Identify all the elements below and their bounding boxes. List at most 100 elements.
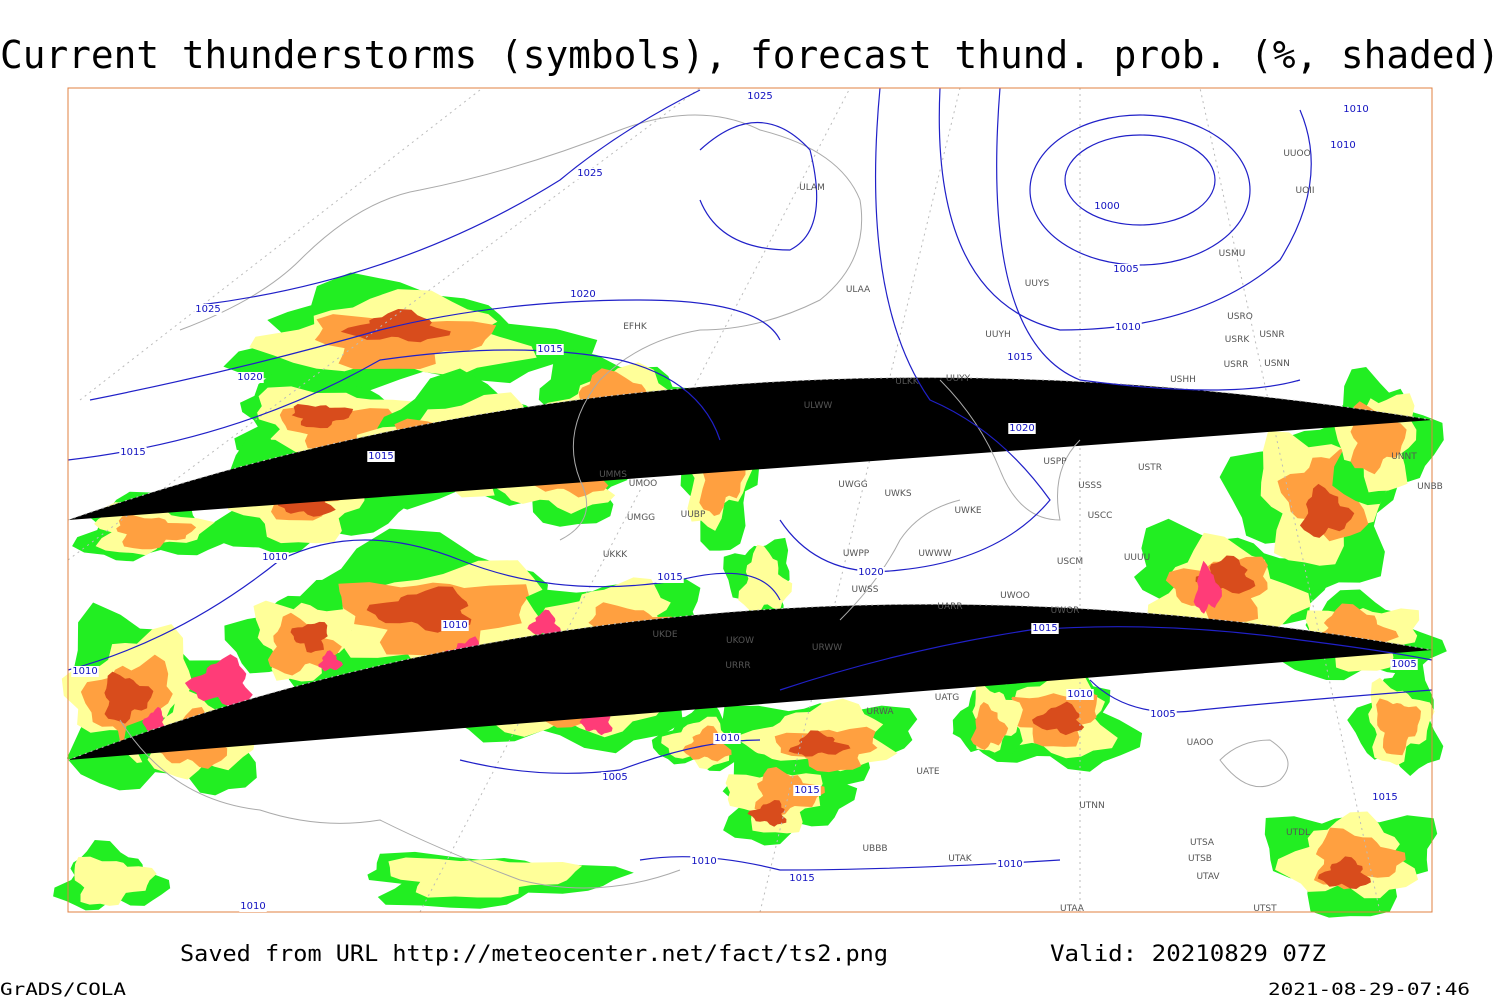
map-title: Current thunderstorms (symbols), forecas… [0, 33, 1500, 77]
isobar-label: 1020 [237, 372, 262, 383]
label-background [71, 666, 99, 677]
label-background [1093, 201, 1121, 212]
label-background [1114, 322, 1142, 333]
source-url: Saved from URL http://meteocenter.net/fa… [180, 942, 888, 967]
graticule [79, 89, 481, 401]
station-label: UTSA [1190, 838, 1215, 848]
station-label: UMMS [599, 470, 627, 480]
isobar [67, 539, 781, 671]
station-label: UUYY [946, 374, 971, 384]
label-background [690, 856, 718, 867]
station-label: USRK [1225, 335, 1251, 345]
station-label: UMGG [627, 513, 655, 523]
isobar-label: 1010 [1115, 322, 1140, 333]
station-label: UTAV [1196, 872, 1220, 882]
shading-area [184, 654, 253, 707]
station-label: URRR [725, 661, 750, 671]
coastline [119, 719, 681, 889]
shading-area [788, 730, 851, 757]
isobar-label: 1015 [537, 344, 562, 355]
isobar-label: 1015 [1007, 352, 1032, 363]
isobar [1064, 134, 1216, 226]
station-label: UTAK [948, 854, 973, 864]
shading-area [1299, 483, 1355, 538]
shading-area [527, 609, 562, 638]
station-label: USCM [1057, 557, 1083, 567]
station-label: ULAM [799, 183, 825, 193]
shading-area [1193, 560, 1222, 614]
label-background [119, 447, 147, 458]
station-label: UWOR [1051, 606, 1080, 616]
isobar-label: 1015 [789, 873, 814, 884]
station-label: URWA [866, 707, 894, 717]
station-label: EFHK [623, 322, 648, 332]
shading-area [1376, 698, 1421, 756]
isobar-label: 1010 [442, 620, 467, 631]
isobar-label: 1015 [368, 451, 393, 462]
station-label: UNBB [1417, 482, 1443, 492]
isobar-label: 1015 [120, 447, 145, 458]
coastline [1219, 739, 1289, 788]
isobar-label: 1015 [1032, 623, 1057, 634]
label-background [1371, 792, 1399, 803]
shading-area [74, 856, 157, 906]
label-background [576, 168, 604, 179]
isobar-label: 1010 [997, 859, 1022, 870]
label-background [746, 91, 774, 102]
station-label: UUBP [681, 510, 706, 520]
label-background [996, 859, 1024, 870]
station-label: USNN [1264, 359, 1290, 369]
isobar [938, 87, 1312, 331]
station-label: UWKE [954, 506, 981, 516]
station-label: USMU [1219, 249, 1246, 259]
station-label: URWW [812, 643, 842, 653]
isobar-label: 1000 [1094, 201, 1119, 212]
station-label: USNR [1259, 330, 1284, 340]
graticule [67, 603, 1433, 761]
station-label: UTST [1253, 904, 1277, 914]
isobar-label: 1010 [1067, 689, 1092, 700]
station-label: UTDL [1286, 828, 1310, 838]
isobar [699, 121, 818, 251]
station-label: UUOO [1283, 149, 1310, 159]
isobar-label: 1010 [240, 901, 265, 912]
software-credit: GrADS/COLA [0, 980, 126, 1000]
label-background [441, 620, 469, 631]
station-label: UUUU [1124, 553, 1150, 563]
shading-area [682, 725, 732, 762]
isobar-label: 1005 [602, 772, 627, 783]
label-background [1008, 423, 1036, 434]
isobar [89, 299, 781, 401]
station-label: UWOO [1000, 591, 1030, 601]
station-label: UWSS [852, 585, 879, 595]
shading-area [388, 857, 583, 898]
station-label: UTAA [1060, 904, 1085, 914]
station-label: USRO [1227, 312, 1253, 322]
station-label: USRR [1224, 360, 1249, 370]
isobar-label: 1020 [858, 567, 883, 578]
station-label: UWPP [843, 549, 870, 559]
label-background [656, 572, 684, 583]
label-background [367, 451, 395, 462]
map-frame [67, 87, 1433, 913]
station-label: ULKK [895, 377, 920, 387]
label-background [1342, 104, 1370, 115]
shading-area [747, 800, 787, 827]
station-label: UWGG [838, 480, 867, 490]
station-label: UBBB [862, 844, 887, 854]
station-label: UUYS [1025, 279, 1050, 289]
label-background [569, 289, 597, 300]
label-background [857, 567, 885, 578]
shading-area [104, 671, 154, 724]
shading-area [1032, 701, 1085, 736]
station-label: UARR [937, 602, 962, 612]
station-label: UKOW [726, 636, 754, 646]
label-background [1112, 264, 1140, 275]
map-labels: 1025 1025 1025 1020 1020 1015 1015 1015 1010 1015… [71, 91, 1443, 914]
label-background [1066, 689, 1094, 700]
shading-area [116, 515, 197, 550]
isobar-label: 1010 [262, 552, 287, 563]
station-label: UATG [935, 693, 960, 703]
station-label: UUYH [985, 330, 1010, 340]
graticule [1199, 87, 1381, 913]
